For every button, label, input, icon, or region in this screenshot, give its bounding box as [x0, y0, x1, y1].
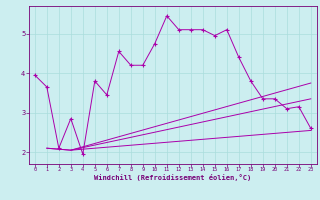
X-axis label: Windchill (Refroidissement éolien,°C): Windchill (Refroidissement éolien,°C) [94, 174, 252, 181]
